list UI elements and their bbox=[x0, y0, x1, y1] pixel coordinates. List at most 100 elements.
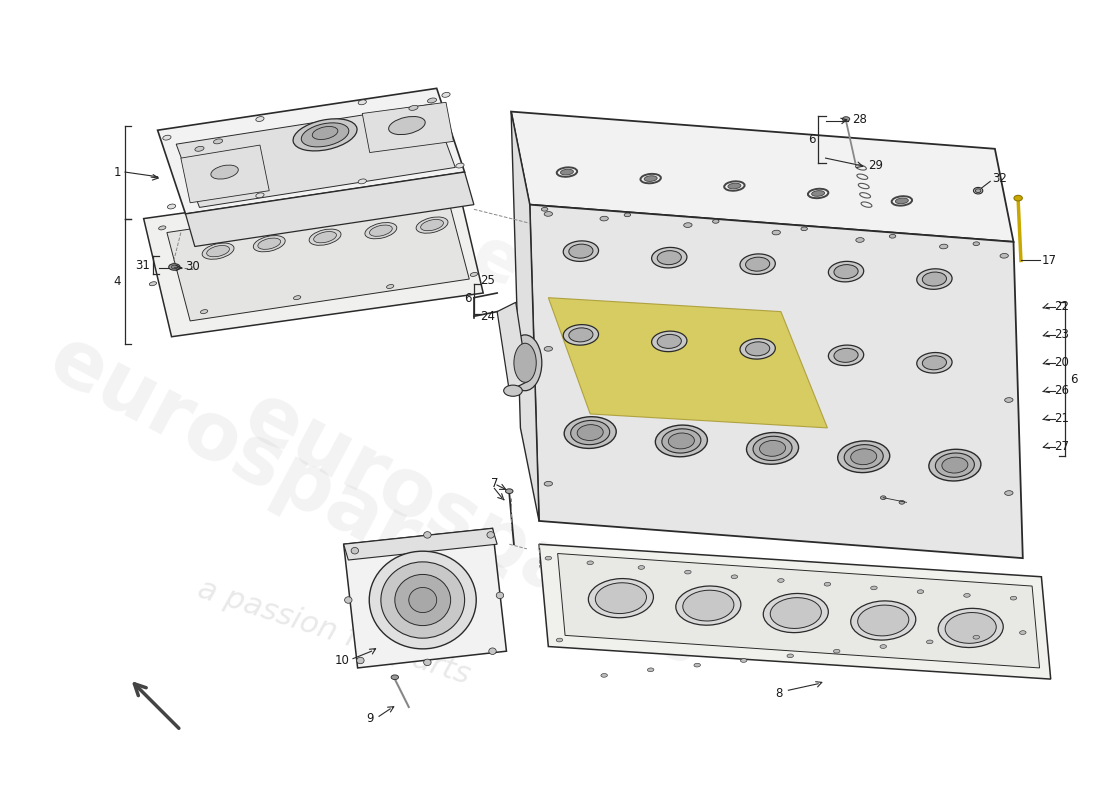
Ellipse shape bbox=[1004, 490, 1013, 495]
Ellipse shape bbox=[916, 269, 953, 290]
Ellipse shape bbox=[471, 273, 477, 277]
Ellipse shape bbox=[359, 100, 366, 105]
Text: 29: 29 bbox=[868, 159, 883, 172]
Ellipse shape bbox=[942, 457, 968, 473]
Ellipse shape bbox=[242, 212, 250, 216]
Ellipse shape bbox=[922, 272, 946, 286]
Ellipse shape bbox=[759, 441, 785, 456]
Ellipse shape bbox=[309, 229, 341, 246]
Ellipse shape bbox=[496, 592, 504, 598]
Ellipse shape bbox=[638, 566, 645, 570]
Ellipse shape bbox=[487, 532, 494, 538]
Ellipse shape bbox=[684, 570, 691, 574]
Ellipse shape bbox=[684, 222, 692, 227]
Ellipse shape bbox=[557, 638, 563, 642]
Ellipse shape bbox=[587, 561, 593, 565]
Ellipse shape bbox=[624, 213, 630, 217]
Ellipse shape bbox=[409, 587, 437, 613]
Ellipse shape bbox=[889, 234, 895, 238]
Text: 32: 32 bbox=[992, 172, 1007, 185]
Ellipse shape bbox=[158, 226, 166, 230]
Ellipse shape bbox=[648, 668, 653, 672]
Ellipse shape bbox=[772, 230, 780, 235]
Text: 6: 6 bbox=[807, 133, 815, 146]
Ellipse shape bbox=[294, 296, 300, 300]
Ellipse shape bbox=[257, 238, 280, 250]
Ellipse shape bbox=[945, 613, 997, 643]
Ellipse shape bbox=[801, 227, 807, 230]
Ellipse shape bbox=[770, 598, 822, 629]
Polygon shape bbox=[530, 205, 1023, 558]
Ellipse shape bbox=[1010, 596, 1016, 600]
Ellipse shape bbox=[455, 163, 464, 168]
Ellipse shape bbox=[964, 594, 970, 598]
Text: 28: 28 bbox=[852, 113, 868, 126]
Ellipse shape bbox=[168, 264, 180, 270]
Ellipse shape bbox=[370, 551, 476, 649]
Ellipse shape bbox=[541, 207, 548, 211]
Ellipse shape bbox=[365, 222, 397, 239]
Ellipse shape bbox=[356, 658, 364, 664]
Ellipse shape bbox=[172, 265, 177, 269]
Ellipse shape bbox=[834, 348, 858, 362]
Ellipse shape bbox=[651, 247, 686, 268]
Ellipse shape bbox=[844, 445, 883, 469]
Ellipse shape bbox=[544, 346, 552, 351]
Ellipse shape bbox=[1004, 398, 1013, 402]
Ellipse shape bbox=[926, 640, 933, 644]
Ellipse shape bbox=[256, 193, 264, 198]
Ellipse shape bbox=[871, 586, 877, 590]
Ellipse shape bbox=[442, 93, 450, 98]
Ellipse shape bbox=[514, 343, 536, 382]
Ellipse shape bbox=[645, 176, 657, 182]
Ellipse shape bbox=[256, 117, 264, 122]
Ellipse shape bbox=[600, 216, 608, 221]
Ellipse shape bbox=[746, 257, 770, 271]
Text: 26: 26 bbox=[1055, 384, 1069, 397]
Polygon shape bbox=[497, 302, 528, 390]
Ellipse shape bbox=[388, 117, 426, 134]
Text: 1: 1 bbox=[113, 166, 121, 178]
Polygon shape bbox=[157, 88, 464, 214]
Ellipse shape bbox=[200, 310, 208, 314]
Text: 25: 25 bbox=[481, 274, 495, 287]
Ellipse shape bbox=[1000, 254, 1009, 258]
Text: 21: 21 bbox=[1055, 412, 1069, 425]
Polygon shape bbox=[512, 112, 539, 521]
Ellipse shape bbox=[163, 135, 170, 140]
Polygon shape bbox=[180, 145, 270, 202]
Ellipse shape bbox=[424, 659, 431, 666]
Ellipse shape bbox=[351, 547, 359, 554]
Ellipse shape bbox=[651, 331, 686, 352]
Ellipse shape bbox=[409, 106, 418, 110]
Text: a passion for parts: a passion for parts bbox=[195, 574, 474, 690]
Polygon shape bbox=[343, 528, 497, 560]
Ellipse shape bbox=[880, 496, 886, 499]
Ellipse shape bbox=[211, 165, 239, 179]
Text: 6: 6 bbox=[463, 292, 471, 305]
Ellipse shape bbox=[344, 597, 352, 603]
Ellipse shape bbox=[763, 594, 828, 633]
Polygon shape bbox=[548, 298, 827, 428]
Ellipse shape bbox=[669, 433, 694, 449]
Ellipse shape bbox=[392, 675, 398, 679]
Ellipse shape bbox=[167, 204, 176, 209]
Ellipse shape bbox=[601, 674, 607, 678]
Ellipse shape bbox=[595, 582, 647, 614]
Text: 4: 4 bbox=[113, 275, 121, 288]
Ellipse shape bbox=[424, 532, 431, 538]
Ellipse shape bbox=[858, 605, 909, 636]
Text: 7: 7 bbox=[491, 478, 498, 490]
Ellipse shape bbox=[506, 489, 513, 494]
Ellipse shape bbox=[560, 170, 573, 175]
Ellipse shape bbox=[747, 433, 799, 464]
Ellipse shape bbox=[1020, 630, 1026, 634]
Ellipse shape bbox=[922, 356, 946, 370]
Ellipse shape bbox=[571, 421, 609, 445]
Ellipse shape bbox=[740, 658, 747, 662]
Ellipse shape bbox=[563, 241, 598, 262]
Ellipse shape bbox=[564, 417, 616, 449]
Polygon shape bbox=[186, 172, 474, 246]
Ellipse shape bbox=[740, 338, 776, 359]
Ellipse shape bbox=[928, 450, 981, 481]
